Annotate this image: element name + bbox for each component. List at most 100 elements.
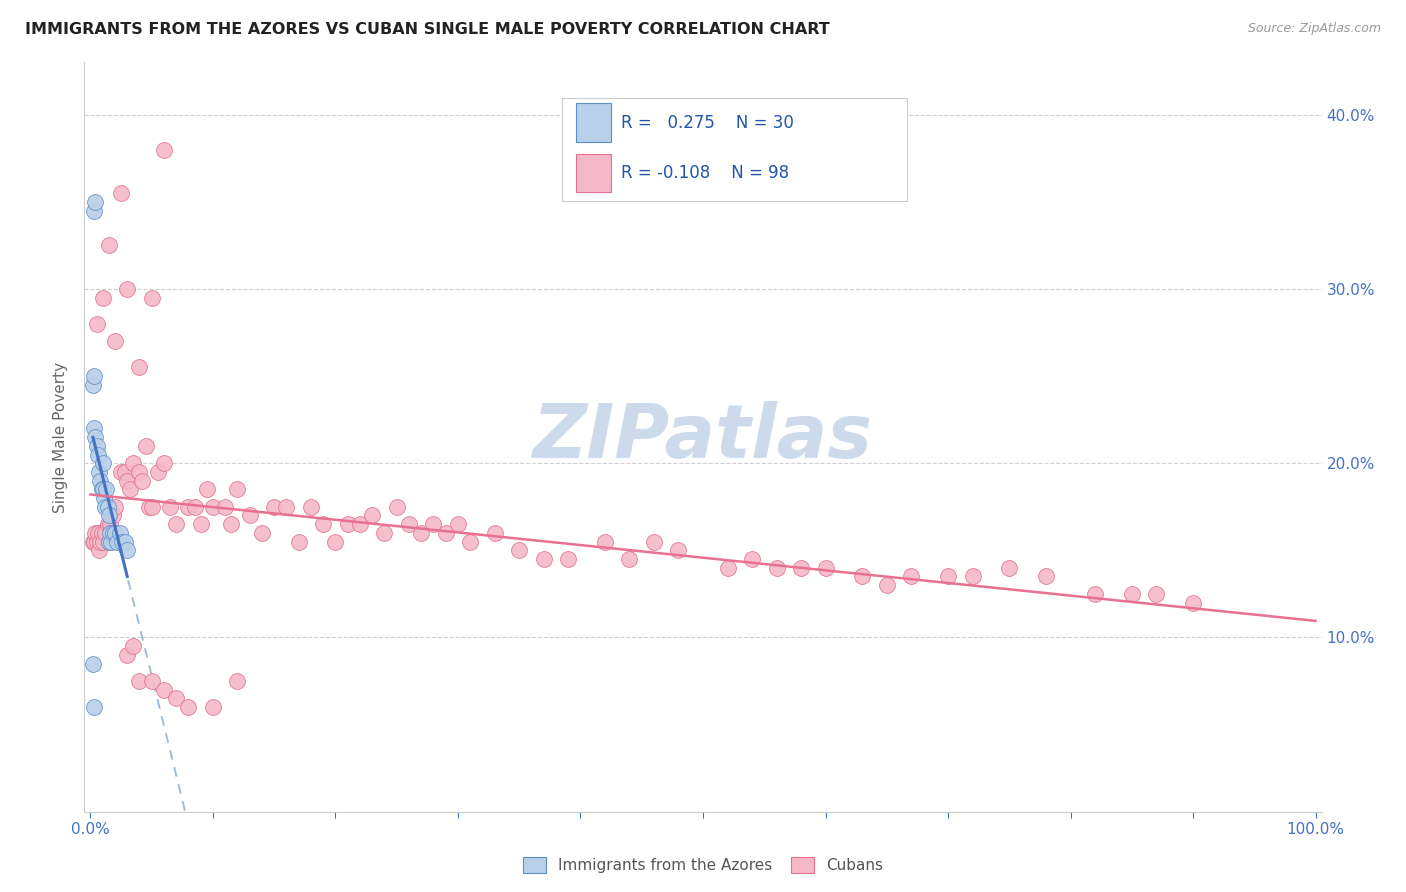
Point <box>115 474 138 488</box>
Y-axis label: Single Male Poverty: Single Male Poverty <box>53 361 69 513</box>
Point <box>434 525 457 540</box>
Point <box>593 534 616 549</box>
Point <box>115 543 138 558</box>
Point <box>97 534 120 549</box>
Point <box>177 700 200 714</box>
Point <box>86 439 108 453</box>
Point <box>1084 587 1107 601</box>
Point <box>201 700 224 714</box>
Point <box>153 143 176 157</box>
FancyBboxPatch shape <box>576 103 610 142</box>
Point <box>84 525 107 540</box>
Point <box>226 673 249 688</box>
Point <box>183 500 205 514</box>
Point <box>87 465 110 479</box>
Point <box>83 421 105 435</box>
Point <box>422 517 444 532</box>
Point <box>115 648 138 662</box>
Point <box>814 561 837 575</box>
Point <box>557 552 579 566</box>
Point <box>118 483 141 497</box>
Point <box>962 569 984 583</box>
Point <box>153 682 176 697</box>
Point <box>82 377 104 392</box>
Point <box>87 543 110 558</box>
Point <box>165 691 187 706</box>
Point <box>89 534 111 549</box>
Point <box>276 500 298 514</box>
Point <box>84 194 107 209</box>
Point <box>122 456 145 470</box>
Point <box>107 534 129 549</box>
Point <box>325 534 347 549</box>
Point <box>107 534 129 549</box>
Point <box>115 282 138 296</box>
Point <box>533 552 555 566</box>
Point <box>97 517 120 532</box>
Point <box>97 534 120 549</box>
Point <box>104 500 127 514</box>
Point <box>250 525 273 540</box>
Point <box>86 534 108 549</box>
Point <box>104 525 127 540</box>
Point <box>91 483 114 497</box>
Point <box>114 534 136 549</box>
Point <box>287 534 309 549</box>
Point <box>91 456 114 470</box>
Point <box>165 517 187 532</box>
Point <box>1144 587 1167 601</box>
Point <box>110 465 132 479</box>
Point <box>108 525 131 540</box>
Point <box>90 483 112 497</box>
Point <box>1121 587 1143 601</box>
Point <box>195 483 218 497</box>
Text: R = -0.108    N = 98: R = -0.108 N = 98 <box>621 164 789 182</box>
Point <box>221 517 243 532</box>
Point <box>936 569 959 583</box>
Point <box>110 186 132 201</box>
Point <box>128 673 150 688</box>
Point <box>741 552 763 566</box>
Point <box>128 360 150 375</box>
Point <box>361 508 384 523</box>
Point <box>96 483 118 497</box>
Point <box>1182 596 1205 610</box>
Point <box>82 657 104 671</box>
Point <box>98 525 121 540</box>
Point <box>447 517 470 532</box>
Point <box>89 474 111 488</box>
Point <box>141 500 163 514</box>
Point <box>86 317 108 331</box>
Point <box>83 203 105 218</box>
Point <box>87 525 110 540</box>
Point <box>97 238 120 252</box>
Point <box>98 517 121 532</box>
Point <box>83 369 105 384</box>
Point <box>619 552 641 566</box>
Legend: Immigrants from the Azores, Cubans: Immigrants from the Azores, Cubans <box>517 851 889 879</box>
Point <box>91 534 114 549</box>
Point <box>312 517 335 532</box>
Point <box>790 561 813 575</box>
Point <box>135 439 157 453</box>
Point <box>190 517 212 532</box>
Point <box>87 448 110 462</box>
Point <box>508 543 530 558</box>
Point <box>484 525 506 540</box>
Point <box>128 465 150 479</box>
Point <box>153 456 176 470</box>
Point <box>93 491 115 505</box>
Point <box>349 517 371 532</box>
Point <box>94 500 117 514</box>
Point <box>411 525 433 540</box>
Point <box>876 578 898 592</box>
Point <box>716 561 738 575</box>
Point <box>214 500 236 514</box>
Text: IMMIGRANTS FROM THE AZORES VS CUBAN SINGLE MALE POVERTY CORRELATION CHART: IMMIGRANTS FROM THE AZORES VS CUBAN SING… <box>25 22 830 37</box>
Point <box>82 534 104 549</box>
Point <box>177 500 200 514</box>
Point <box>146 465 169 479</box>
Point <box>998 561 1021 575</box>
Point <box>201 500 224 514</box>
Point <box>111 534 134 549</box>
